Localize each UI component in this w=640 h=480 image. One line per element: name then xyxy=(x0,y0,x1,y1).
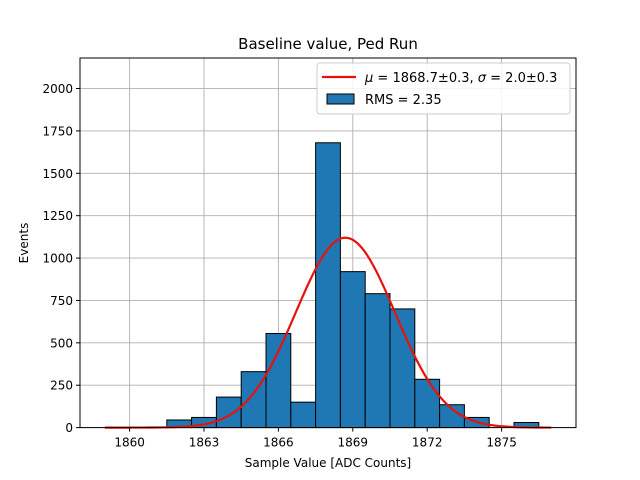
histogram-bar xyxy=(290,401,317,429)
legend-histogram-swatch xyxy=(326,93,355,105)
y-tick-label: 500 xyxy=(50,336,73,350)
histogram-bar xyxy=(389,308,416,429)
legend: μ = 1868.7±0.3, σ = 2.0±0.3 RMS = 2.35 xyxy=(316,62,571,115)
y-tick-label: 1000 xyxy=(42,252,73,266)
histogram-bar xyxy=(339,271,366,429)
y-tick-label: 2000 xyxy=(42,82,73,96)
histogram-bar xyxy=(364,293,391,429)
legend-fit-label: μ = 1868.7±0.3, σ = 2.0±0.3 xyxy=(364,71,557,86)
y-tick-label: 1500 xyxy=(42,167,73,181)
chart-title: Baseline value, Ped Run xyxy=(238,35,418,53)
y-tick-label: 250 xyxy=(50,379,73,393)
x-axis-label: Sample Value [ADC Counts] xyxy=(245,456,411,470)
histogram-bar xyxy=(414,378,441,429)
histogram-bars xyxy=(166,142,540,429)
legend-sigma-value: = 2.0±0.3 xyxy=(486,71,557,86)
x-tick-label: 1872 xyxy=(412,436,443,450)
x-tick-label: 1875 xyxy=(486,436,517,450)
histogram-bar xyxy=(240,371,267,429)
x-axis-ticks: 1860 1863 1866 1869 1872 1875 xyxy=(114,427,517,450)
legend-mu-value: = 1868.7±0.3, xyxy=(373,71,477,86)
legend-mu-symbol: μ xyxy=(364,71,373,86)
legend-histogram-label: RMS = 2.35 xyxy=(365,93,442,108)
x-tick-label: 1866 xyxy=(263,436,294,450)
legend-box xyxy=(316,62,571,115)
y-axis-ticks: 0 250 500 750 1000 1250 1500 1750 2000 xyxy=(42,82,80,435)
plot-frame xyxy=(79,57,577,429)
y-tick-label: 750 xyxy=(50,294,73,308)
y-axis-label: Events xyxy=(17,223,31,264)
histogram-bar xyxy=(265,333,292,429)
x-tick-label: 1860 xyxy=(114,436,145,450)
y-tick-label: 1750 xyxy=(42,124,73,138)
gaussian-fit-curve xyxy=(104,236,552,429)
legend-sigma-symbol: σ xyxy=(478,71,487,86)
x-tick-label: 1869 xyxy=(338,436,369,450)
y-tick-label: 0 xyxy=(65,421,73,435)
x-tick-label: 1863 xyxy=(189,436,220,450)
histogram-bar xyxy=(215,396,242,429)
y-tick-label: 1250 xyxy=(42,209,73,223)
histogram-bar xyxy=(315,142,341,429)
